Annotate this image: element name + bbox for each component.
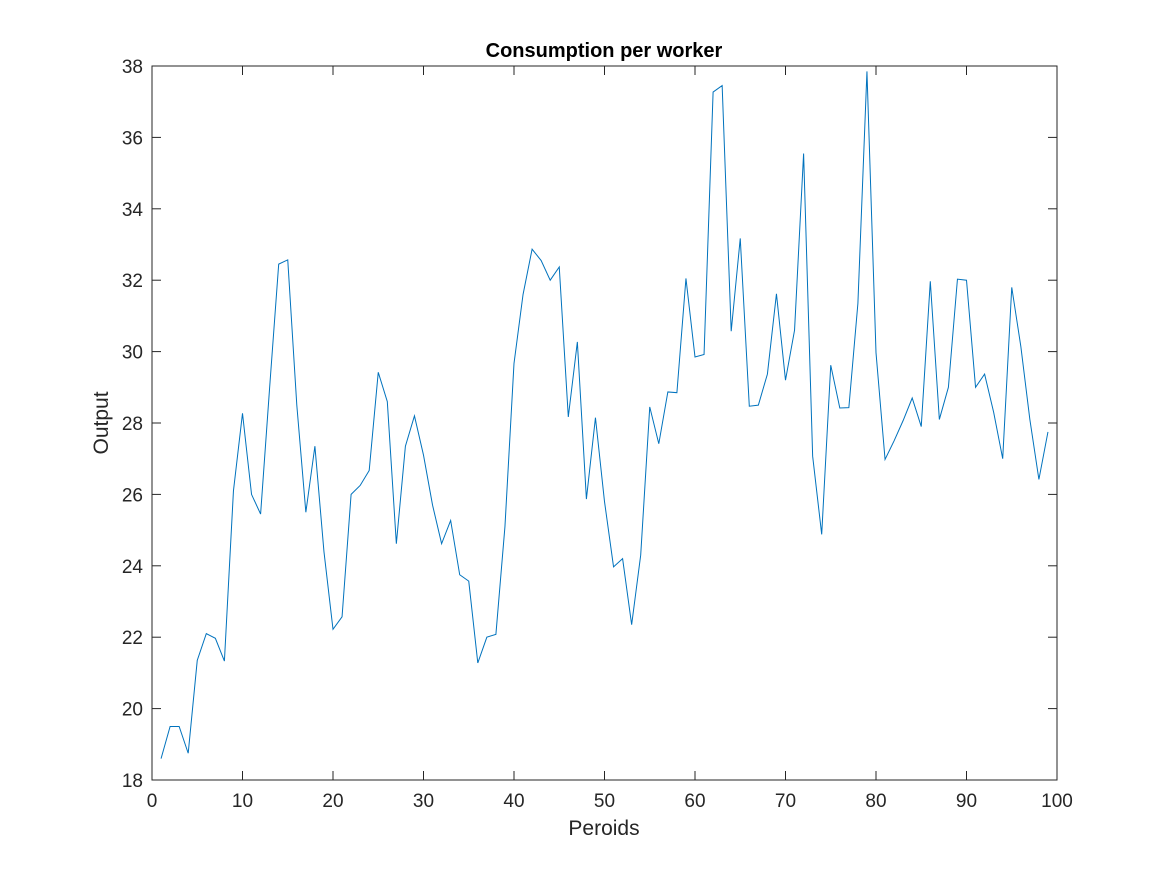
y-tick-label: 36 xyxy=(122,128,143,149)
x-tick-label: 80 xyxy=(865,791,886,812)
series-layer xyxy=(160,71,1049,759)
x-tick-label: 20 xyxy=(322,791,343,812)
y-tick-label: 28 xyxy=(122,414,143,435)
y-tick-label: 30 xyxy=(122,343,143,364)
y-tick-label: 38 xyxy=(122,57,143,78)
x-tick-label: 50 xyxy=(594,791,615,812)
x-tick-label: 10 xyxy=(232,791,253,812)
x-tick-label: 100 xyxy=(1041,791,1073,812)
y-tick-label: 22 xyxy=(122,628,143,649)
x-axis-ticks: 0 10 20 30 40 50 60 70 80 90 100 xyxy=(147,66,1073,812)
chart-title: Consumption per worker xyxy=(486,40,723,62)
y-tick-label: 34 xyxy=(122,200,144,221)
x-tick-label: 70 xyxy=(775,791,796,812)
x-axis-label: Peroids xyxy=(568,817,639,840)
y-tick-label: 32 xyxy=(122,271,143,292)
series-line xyxy=(160,71,1049,759)
y-tick-label: 20 xyxy=(122,700,143,721)
y-axis-label: Output xyxy=(90,391,113,454)
plot-area xyxy=(152,66,1057,780)
x-tick-label: 90 xyxy=(956,791,977,812)
y-tick-label: 24 xyxy=(122,557,144,578)
x-tick-label: 0 xyxy=(147,791,158,812)
x-tick-label: 40 xyxy=(503,791,524,812)
y-tick-label: 18 xyxy=(122,771,143,792)
y-tick-label: 26 xyxy=(122,485,143,506)
x-tick-label: 30 xyxy=(413,791,434,812)
x-tick-label: 60 xyxy=(684,791,705,812)
y-axis-ticks: 18 20 22 24 26 28 30 32 34 36 38 xyxy=(122,57,1057,792)
